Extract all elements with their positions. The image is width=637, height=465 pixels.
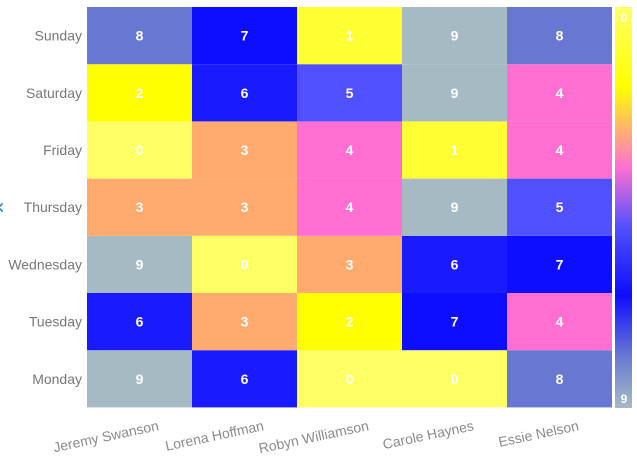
y-axis-label: Tuesday: [29, 314, 82, 330]
cell-value-label: 3: [346, 256, 354, 272]
heatmap-cell: [87, 121, 192, 179]
cell-value-label: 0: [136, 142, 144, 158]
cell-value-label: 2: [136, 85, 144, 101]
cell-value-label: 6: [241, 371, 249, 387]
cell-value-label: 0: [451, 371, 459, 387]
heatmap-cell: [507, 7, 612, 65]
heatmap-cell: [87, 64, 192, 122]
cell-value-label: 8: [556, 28, 564, 44]
heatmap-cell: [87, 7, 192, 65]
x-axis-label: Lorena Hoffman: [164, 417, 265, 453]
cell-value-label: 0: [241, 256, 249, 272]
heatmap-cell: [192, 178, 297, 236]
heatmap-cell: [87, 235, 192, 293]
cell-value-label: 3: [136, 199, 144, 215]
cell-value-label: 4: [346, 199, 354, 215]
heatmap-cell: [192, 64, 297, 122]
heatmap-cell: [192, 235, 297, 293]
y-axis-label: Sunday: [35, 28, 82, 44]
heatmap-cell: [402, 235, 507, 293]
cell-value-label: 4: [556, 85, 564, 101]
y-axis-label: Wednesday: [8, 256, 82, 272]
x-axis-label: Jeremy Swanson: [52, 417, 160, 455]
cell-value-label: 9: [451, 85, 459, 101]
cell-value-label: 8: [136, 28, 144, 44]
cell-value-label: 0: [346, 371, 354, 387]
heatmap-cell: [402, 350, 507, 408]
heatmap-cell: [297, 178, 402, 236]
heatmap-cell: [507, 293, 612, 351]
y-axis-label: Monday: [32, 371, 82, 387]
cell-value-label: 6: [451, 256, 459, 272]
cell-value-label: 6: [136, 314, 144, 330]
colorbar-gradient: [615, 7, 632, 408]
heatmap-cell: [402, 7, 507, 65]
heatmap-cell: [507, 121, 612, 179]
y-axis-label: Thursday: [24, 199, 82, 215]
cell-value-label: 3: [241, 142, 249, 158]
heatmap-cell: [402, 178, 507, 236]
heatmap-cell: [297, 121, 402, 179]
cell-value-label: 3: [241, 314, 249, 330]
cell-value-label: 9: [451, 28, 459, 44]
cell-value-label: 4: [556, 314, 564, 330]
heatmap-cell: [402, 293, 507, 351]
heatmap-cell: [507, 350, 612, 408]
heatmap-cell: [297, 293, 402, 351]
cell-value-label: 7: [556, 256, 564, 272]
heatmap-cell: [507, 235, 612, 293]
heatmap-cell: [87, 293, 192, 351]
x-axis-label: Essie Nelson: [497, 417, 580, 450]
heatmap-cell: [507, 178, 612, 236]
heatmap-cell: [402, 64, 507, 122]
cell-value-label: 3: [241, 199, 249, 215]
cell-value-label: 8: [556, 371, 564, 387]
heatmap-cell: [297, 235, 402, 293]
heatmap-cell: [87, 178, 192, 236]
colorbar: 0 9: [615, 7, 632, 408]
heatmap-cell: [507, 64, 612, 122]
heatmap-cell: [402, 121, 507, 179]
cell-value-label: 5: [556, 199, 564, 215]
cell-value-label: 4: [556, 142, 564, 158]
chevron-left-icon[interactable]: ‹: [0, 195, 5, 220]
heatmap-cell: [192, 121, 297, 179]
cell-value-label: 9: [136, 371, 144, 387]
cell-value-label: 9: [136, 256, 144, 272]
cell-value-label: 4: [346, 142, 354, 158]
cell-value-label: 6: [241, 85, 249, 101]
x-axis-label: Robyn Williamson: [257, 417, 370, 456]
y-axis-label: Friday: [43, 142, 82, 158]
cell-value-label: 9: [451, 199, 459, 215]
heatmap-cell: [297, 64, 402, 122]
heatmap-cell: [192, 293, 297, 351]
heatmap-cell: [87, 350, 192, 408]
colorbar-max-label: 9: [621, 392, 628, 406]
cell-value-label: 5: [346, 85, 354, 101]
y-axis-label: Saturday: [26, 85, 82, 101]
cell-value-label: 7: [241, 28, 249, 44]
heatmap-cell: [297, 7, 402, 65]
y-axis-labels: Monday Tuesday Wednesday Thursday Friday Satu…: [8, 28, 82, 387]
x-axis-label: Carole Haynes: [381, 417, 475, 452]
heatmap-cell: [192, 350, 297, 408]
heatmap-cell: [297, 350, 402, 408]
colorbar-min-label: 0: [621, 11, 628, 25]
cell-value-label: 1: [451, 142, 459, 158]
heatmap-cells: 9 6 0 0 8 6 3 2 7 4 9 0 3 6 7 3 3 4 9 5 0 3 4 1 4 2 6 5 9 4 8 7 1 9 8: [87, 7, 612, 408]
cell-value-label: 1: [346, 28, 354, 44]
cell-value-label: 7: [451, 314, 459, 330]
cell-value-label: 2: [346, 314, 354, 330]
heatmap-cell: [192, 7, 297, 65]
